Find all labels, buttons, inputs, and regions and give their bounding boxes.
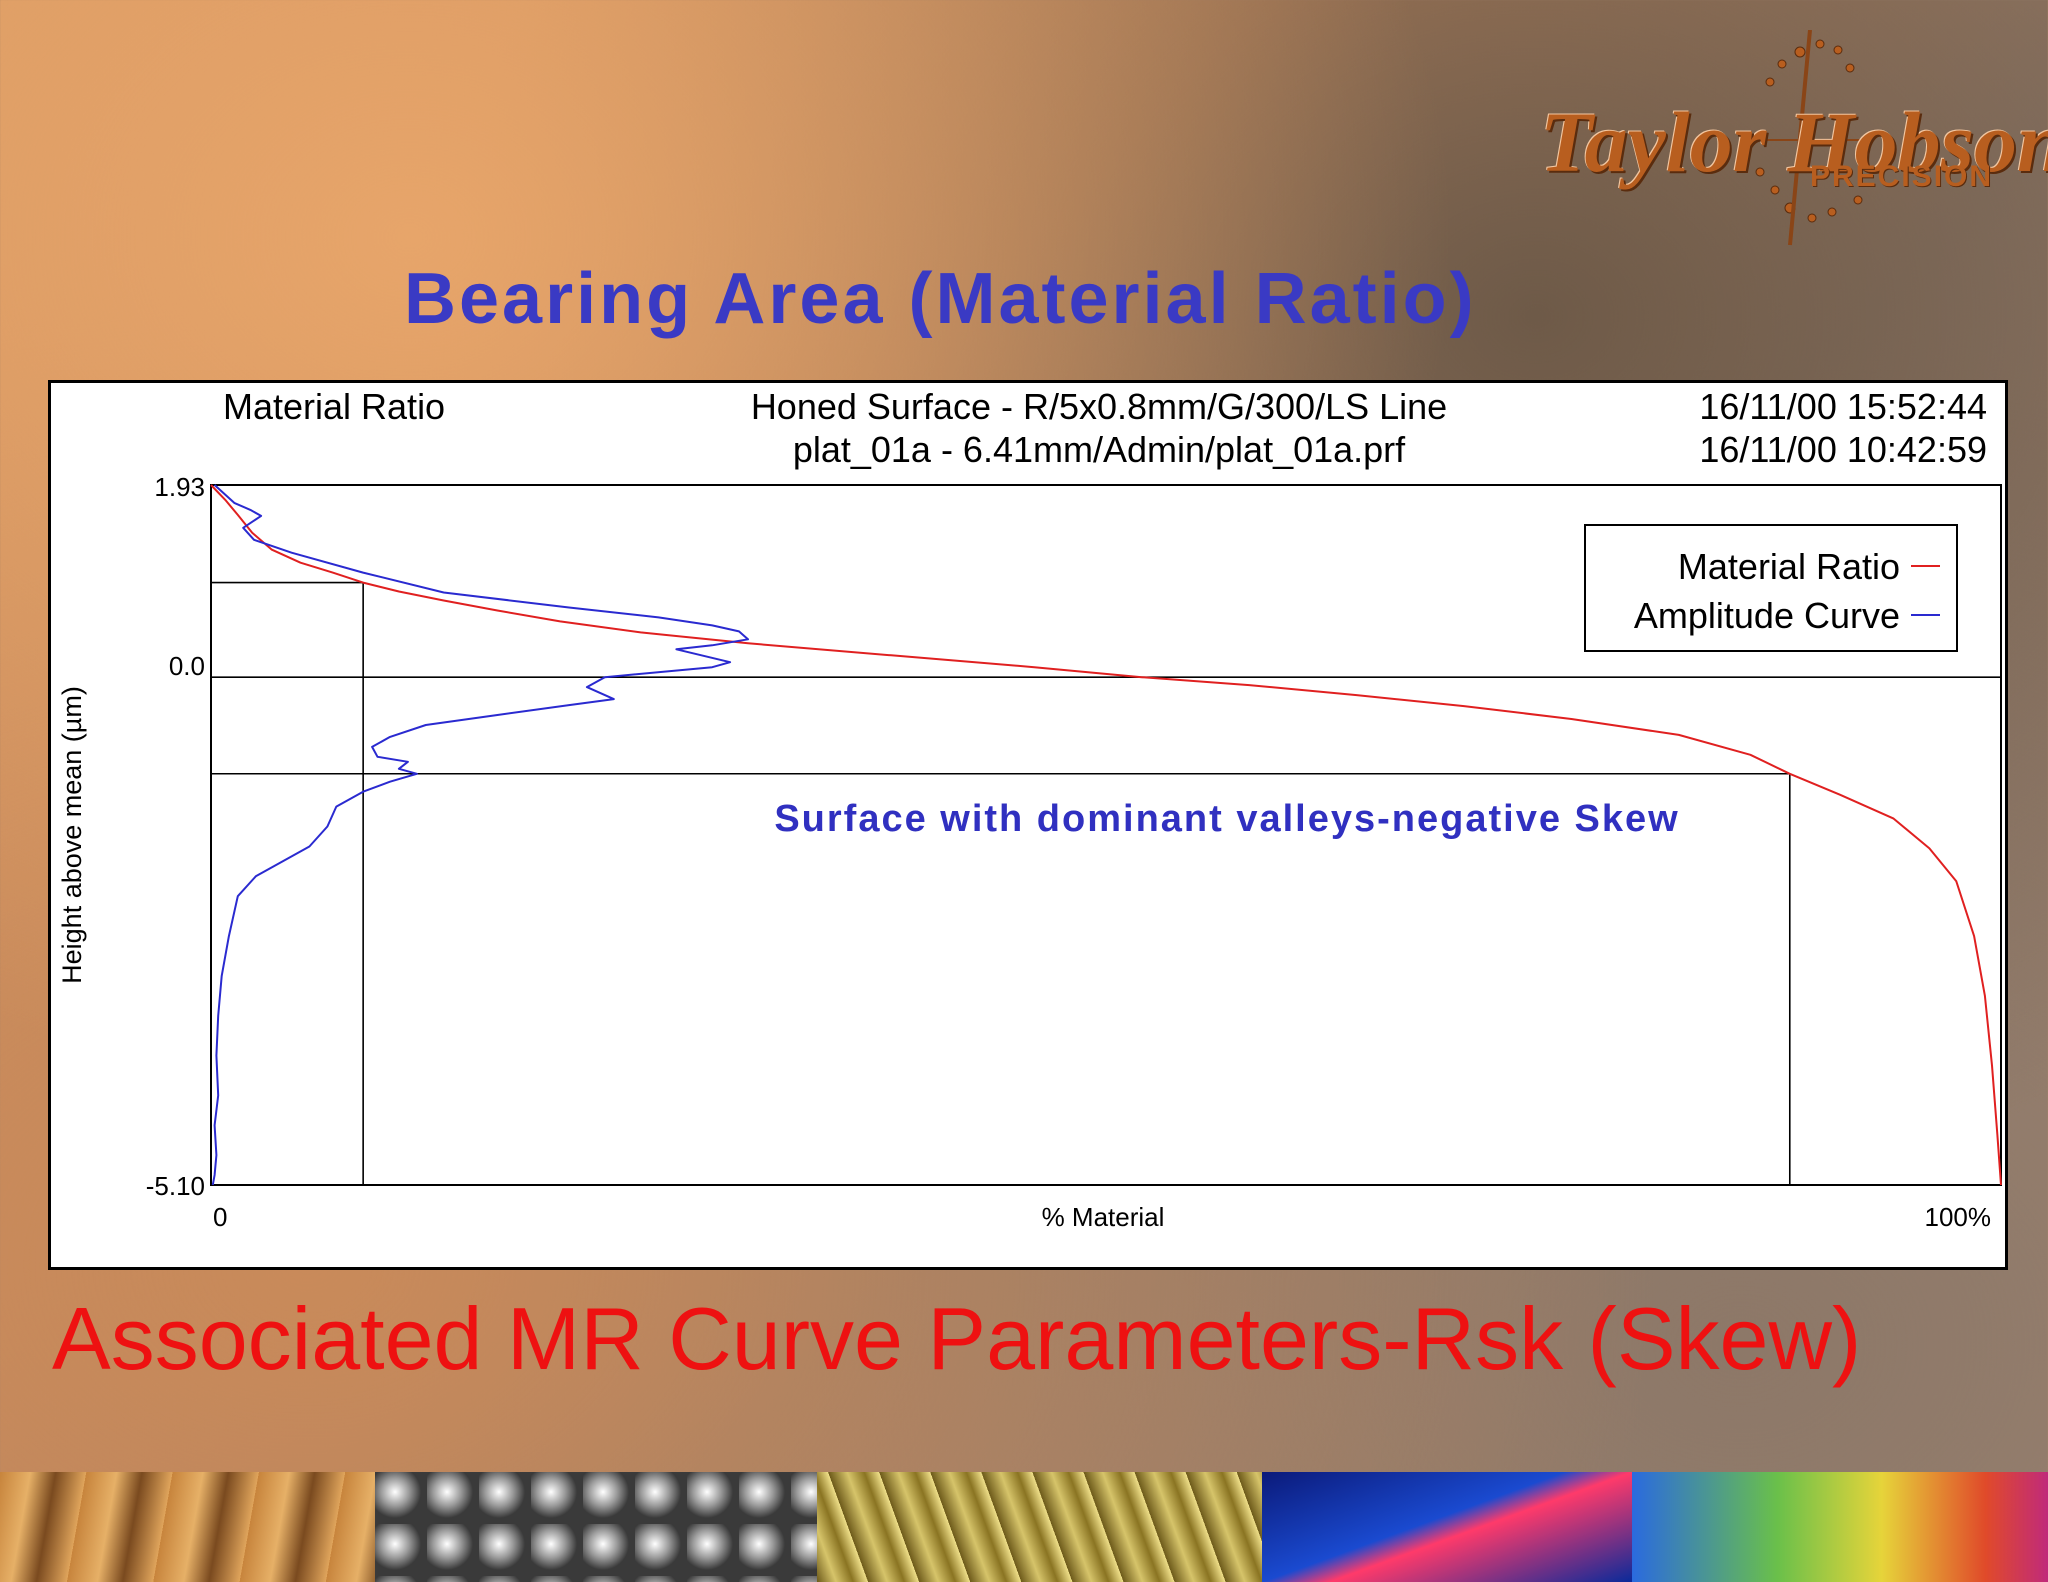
y-tick-label-top: 1.93: [154, 472, 205, 502]
legend-label-material-ratio: Material Ratio: [1678, 546, 1900, 587]
y-axis-label: Height above mean (µm): [57, 686, 87, 984]
series-layer: [210, 484, 2002, 1186]
chart-header-left: Material Ratio: [223, 386, 445, 427]
series-line-material-ratio: [210, 484, 2002, 1186]
strip-gears: [817, 1472, 1262, 1582]
strip-light-beam: [1262, 1472, 1632, 1582]
chart-header-right-line2: 16/11/00 10:42:59: [1699, 429, 1987, 470]
slide-subtitle: Associated MR Curve Parameters-Rsk (Skew…: [52, 1289, 1862, 1388]
chart-panel: Material Ratio Honed Surface - R/5x0.8mm…: [48, 380, 2008, 1270]
x-axis-label: % Material: [1042, 1202, 1165, 1232]
series-line-amplitude-curve: [211, 484, 749, 1186]
logo-star-icon: [1750, 30, 1870, 246]
y-tick-label-bottom: -5.10: [146, 1171, 205, 1201]
legend: Material Ratio Amplitude Curve: [1584, 524, 1958, 652]
legend-label-amplitude-curve: Amplitude Curve: [1634, 595, 1900, 636]
chart-header-center-line2: plat_01a - 6.41mm/Admin/plat_01a.prf: [793, 429, 1406, 470]
strip-spectrum: [1632, 1472, 2048, 1582]
x-tick-label-zero: 0: [213, 1202, 227, 1232]
material-ratio-chart: Material Ratio Honed Surface - R/5x0.8mm…: [57, 386, 2002, 1232]
slide-title: Bearing Area (Material Ratio): [404, 259, 1477, 339]
chart-header-right-line1: 16/11/00 15:52:44: [1699, 386, 1987, 427]
logo-tagline: PRECISION: [1810, 160, 1994, 193]
logo-wordmark: Taylor Hobson: [1540, 94, 2048, 190]
taylor-hobson-logo: Taylor Hobson PRECISION: [1520, 30, 2048, 250]
image-strip: [0, 1472, 2048, 1582]
chart-header-center-line1: Honed Surface - R/5x0.8mm/G/300/LS Line: [751, 386, 1447, 427]
reference-lines: [211, 581, 2001, 1185]
y-tick-label-zero: 0.0: [169, 651, 205, 681]
legend-box: [1584, 524, 1958, 652]
x-tick-label-hundred: 100%: [1925, 1202, 1992, 1232]
strip-ball-bearings: [375, 1472, 817, 1582]
strip-wood-texture: [0, 1472, 375, 1582]
skew-annotation: Surface with dominant valleys-negative S…: [774, 798, 1679, 840]
